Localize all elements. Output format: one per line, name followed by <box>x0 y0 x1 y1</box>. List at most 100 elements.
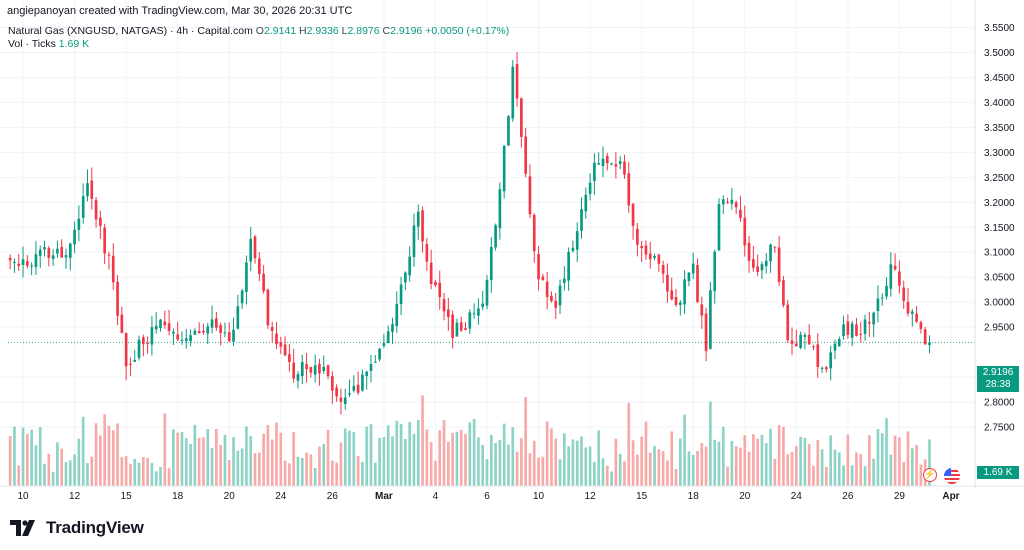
volume-bar <box>240 448 244 486</box>
candle-body <box>515 64 519 99</box>
last-price-badge: 2.9196 28:38 <box>977 366 1019 392</box>
candle-body <box>421 210 424 242</box>
volume-bar <box>794 446 798 486</box>
time-tick-label: 18 <box>172 491 184 502</box>
volume-bar <box>309 454 313 486</box>
high-label: H <box>299 25 307 37</box>
volume-bar <box>494 443 497 486</box>
candle-body <box>99 217 102 226</box>
candle-body <box>794 343 798 347</box>
volume-bar <box>26 433 29 486</box>
candle-body <box>541 276 545 281</box>
time-tick-label: 4 <box>433 491 439 502</box>
volume-bar <box>657 449 661 486</box>
volume-bar <box>902 462 906 486</box>
volume-bar <box>434 460 437 486</box>
volume-bar <box>43 463 46 486</box>
volume-bar <box>670 431 674 486</box>
volume-bar <box>507 444 510 486</box>
candle-body <box>627 173 631 206</box>
volume-bars <box>8 395 931 486</box>
volume-bar <box>184 438 188 486</box>
candle-body <box>799 334 802 348</box>
candle-body <box>885 285 888 297</box>
candle-body <box>511 66 515 119</box>
volume-bar <box>764 443 768 486</box>
volume-bar <box>597 430 601 486</box>
volume-bar <box>99 435 102 486</box>
candle-body <box>554 300 558 308</box>
volume-bar <box>245 426 248 486</box>
us-flag-icon[interactable] <box>944 468 960 484</box>
volume-bar <box>399 423 403 486</box>
candle-body <box>373 361 377 363</box>
candle-body <box>670 290 674 300</box>
candle-body <box>283 344 287 356</box>
volume-bar <box>876 428 880 486</box>
volume-bar <box>60 448 64 486</box>
volume-bar <box>717 441 721 486</box>
candle-body <box>73 229 76 245</box>
candle-body <box>356 384 360 393</box>
candle-body <box>365 371 369 377</box>
volume-legend[interactable]: Vol · Ticks 1.69 K <box>8 38 89 50</box>
candle-body <box>116 281 119 316</box>
lightning-icon[interactable]: ⚡ <box>923 468 937 482</box>
volume-bar <box>331 460 334 486</box>
candle-body <box>571 247 575 251</box>
symbol-legend[interactable]: Natural Gas (XNGUSD, NATGAS) · 4h · Capi… <box>8 25 509 37</box>
volume-bar <box>644 421 648 486</box>
candle-body <box>528 176 532 215</box>
candle-body <box>103 227 106 254</box>
volume-bar <box>915 444 918 486</box>
candle-body <box>825 367 828 370</box>
candle-body <box>623 161 626 175</box>
volume-bar <box>588 446 592 486</box>
last-price-value: 2.9196 <box>982 367 1014 378</box>
candle-body <box>790 340 794 344</box>
price-tick-label: 3.1500 <box>984 223 1015 234</box>
candle-body <box>545 281 549 297</box>
volume-bar <box>167 468 171 486</box>
candle-body <box>154 325 158 330</box>
candle-body <box>331 376 334 391</box>
candle-body <box>77 218 81 230</box>
price-tick-label: 3.4000 <box>984 98 1015 109</box>
volume-bar <box>812 465 815 486</box>
candle-body <box>648 253 652 260</box>
volume-bar <box>846 434 850 486</box>
candle-body <box>215 318 218 328</box>
candle-body <box>683 279 686 305</box>
candle-body <box>227 332 231 342</box>
candle-body <box>502 145 506 192</box>
volume-bar <box>425 429 429 486</box>
volume-bar <box>391 436 394 486</box>
volume-bar <box>700 443 704 486</box>
candle-body <box>107 254 111 256</box>
candle-body <box>721 199 725 205</box>
volume-bar <box>726 466 729 486</box>
volume-bar <box>575 440 579 486</box>
candle-body <box>653 255 656 258</box>
volume-bar <box>133 458 137 486</box>
candle-body <box>614 164 618 167</box>
volume-bar <box>919 464 923 486</box>
candle-body <box>593 162 596 181</box>
candle-body <box>601 158 605 167</box>
volume-bar <box>511 427 515 486</box>
tradingview-logo[interactable]: TradingView <box>10 518 144 538</box>
candle-body <box>47 248 51 258</box>
candle-body <box>910 311 914 314</box>
volume-bar <box>352 431 356 486</box>
candle-body <box>56 248 59 254</box>
candle-body <box>382 343 386 346</box>
candle-body <box>240 290 244 304</box>
volume-bar <box>442 420 446 486</box>
price-tick-label: 3.2500 <box>984 173 1015 184</box>
volume-bar <box>464 433 467 486</box>
volume-bar <box>111 430 115 486</box>
volume-bar <box>395 420 399 486</box>
price-chart[interactable]: 3.5500 3.5000 3.4500 3.4000 3.3500 3.3000 3.25… <box>0 0 1024 505</box>
candle-body <box>159 319 162 329</box>
volume-bar <box>343 428 347 486</box>
